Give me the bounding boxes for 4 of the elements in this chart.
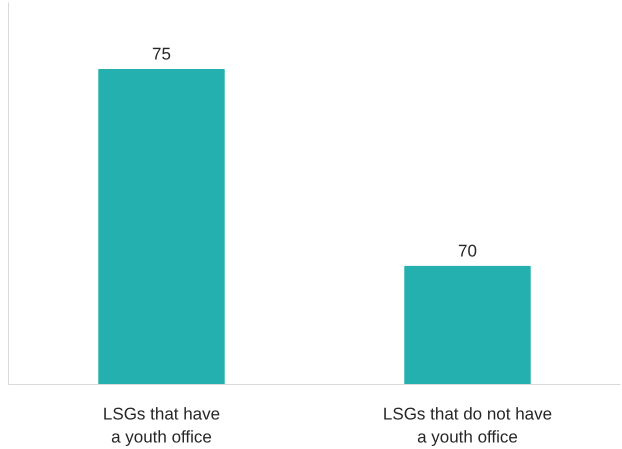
- data-label: 70: [458, 241, 477, 260]
- data-label: 75: [152, 44, 171, 64]
- x-tick-label: LSGs that have a youth office: [102, 404, 220, 446]
- x-tick-label: LSGs that do not have a youth office: [382, 404, 552, 446]
